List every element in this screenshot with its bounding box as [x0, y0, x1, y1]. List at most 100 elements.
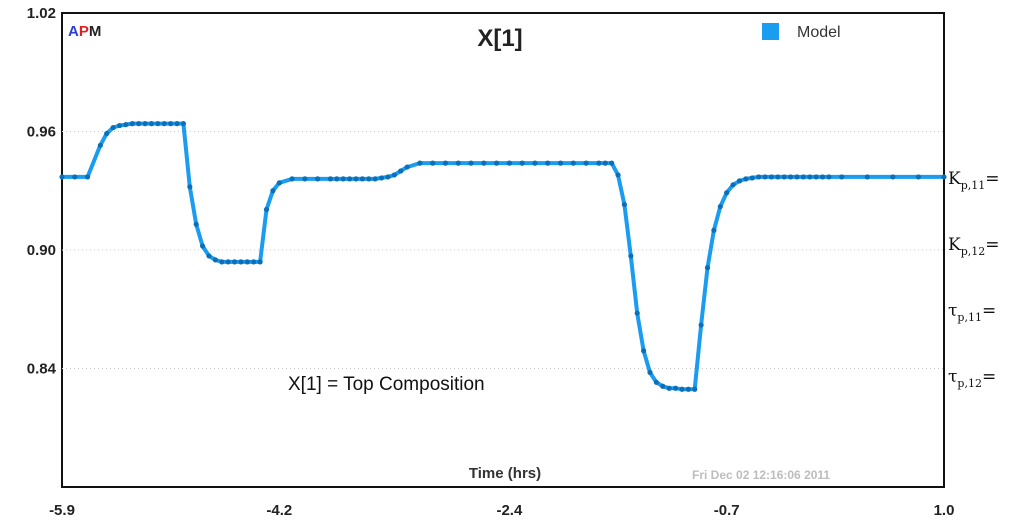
- logo-p: P: [79, 23, 89, 40]
- data-point: [442, 160, 449, 166]
- data-point: [104, 130, 110, 137]
- data-point: [807, 174, 813, 180]
- data-point: [148, 121, 155, 127]
- data-point: [129, 121, 135, 127]
- data-point: [864, 174, 870, 180]
- legend-label: Model: [797, 24, 841, 41]
- legend: Model: [762, 23, 841, 41]
- data-point: [276, 180, 282, 186]
- data-point: [353, 176, 359, 182]
- data-point: [334, 176, 340, 182]
- data-point: [136, 121, 142, 127]
- data-point: [372, 176, 378, 182]
- data-point: [238, 259, 244, 265]
- data-point: [481, 160, 487, 166]
- data-point: [653, 379, 659, 385]
- data-point: [621, 201, 628, 208]
- data-point: [768, 174, 775, 180]
- data-point: [391, 172, 397, 178]
- data-point: [270, 188, 276, 194]
- side-param-label: Kp,12=: [948, 235, 1000, 258]
- data-point: [417, 160, 423, 166]
- data-point: [819, 174, 826, 180]
- data-point: [685, 386, 691, 392]
- data-point: [666, 385, 672, 391]
- data-point: [794, 174, 800, 180]
- logo-m: M: [89, 23, 102, 40]
- data-point: [545, 160, 551, 166]
- x-tick-label: -0.7: [714, 502, 740, 519]
- side-param-label: τp,11=: [948, 301, 996, 324]
- timestamp-stamp: Fri Dec 02 12:16:06 2011: [692, 468, 830, 482]
- side-param-label: τp,12=: [948, 367, 996, 390]
- data-point: [168, 121, 174, 127]
- data-point: [749, 175, 755, 181]
- data-point: [315, 176, 321, 182]
- data-point: [302, 176, 308, 182]
- data-point: [340, 176, 346, 182]
- data-point: [762, 174, 768, 180]
- data-point: [800, 174, 806, 180]
- data-point: [200, 243, 206, 249]
- data-point: [161, 121, 167, 127]
- data-point: [212, 257, 218, 263]
- data-point: [110, 124, 116, 131]
- data-point: [570, 160, 576, 166]
- data-point: [788, 174, 794, 180]
- x-axis-ticks: -5.9 -4.2 -2.4 -0.7 1.0: [49, 502, 954, 519]
- data-point: [634, 310, 640, 316]
- data-point: [174, 121, 180, 127]
- data-point: [455, 160, 461, 166]
- y-tick-label: 0.90: [27, 242, 56, 259]
- data-point: [219, 259, 225, 265]
- data-point: [142, 121, 148, 127]
- x-tick-label: -2.4: [496, 502, 523, 519]
- legend-swatch: [762, 23, 779, 40]
- data-point: [206, 253, 212, 259]
- data-point: [494, 160, 500, 166]
- data-point: [692, 386, 698, 392]
- data-point: [289, 176, 295, 182]
- grid: [62, 131, 944, 369]
- data-point: [672, 385, 679, 391]
- data-point: [506, 160, 512, 166]
- data-point: [398, 168, 404, 174]
- data-point: [366, 176, 372, 182]
- data-point: [97, 142, 103, 148]
- data-point: [717, 203, 723, 210]
- data-point: [736, 178, 743, 184]
- data-point: [781, 174, 787, 180]
- x-tick-label: -5.9: [49, 502, 75, 519]
- data-point: [378, 175, 385, 181]
- data-point: [263, 206, 270, 213]
- data-point: [615, 172, 621, 178]
- data-point: [155, 121, 161, 127]
- chart-title: X[1]: [477, 25, 522, 52]
- data-point: [359, 176, 365, 182]
- x-tick-label: 1.0: [934, 502, 955, 519]
- apm-logo: APM: [68, 23, 101, 40]
- data-point: [72, 174, 78, 180]
- x-axis-label: Time (hrs): [469, 465, 541, 482]
- data-point: [647, 369, 653, 376]
- y-tick-label: 0.96: [27, 124, 56, 141]
- data-point: [583, 160, 589, 166]
- data-point: [628, 253, 634, 259]
- data-point: [116, 122, 123, 129]
- data-point: [404, 164, 410, 170]
- series-model: [59, 121, 947, 392]
- data-point: [519, 160, 525, 166]
- side-parameters: Kp,11= Kp,12= τp,11= τp,12=: [948, 169, 1000, 390]
- data-point: [347, 176, 353, 182]
- y-axis-ticks: 0.84 0.90 0.96 1.02: [27, 5, 57, 378]
- data-point: [251, 259, 257, 265]
- data-point: [596, 160, 602, 166]
- data-point: [839, 174, 845, 180]
- data-point: [679, 386, 685, 392]
- side-param-label: Kp,11=: [948, 169, 1000, 192]
- x-tick-label: -4.2: [266, 502, 292, 519]
- data-point: [698, 322, 704, 328]
- data-point: [59, 174, 65, 180]
- data-point: [193, 221, 199, 227]
